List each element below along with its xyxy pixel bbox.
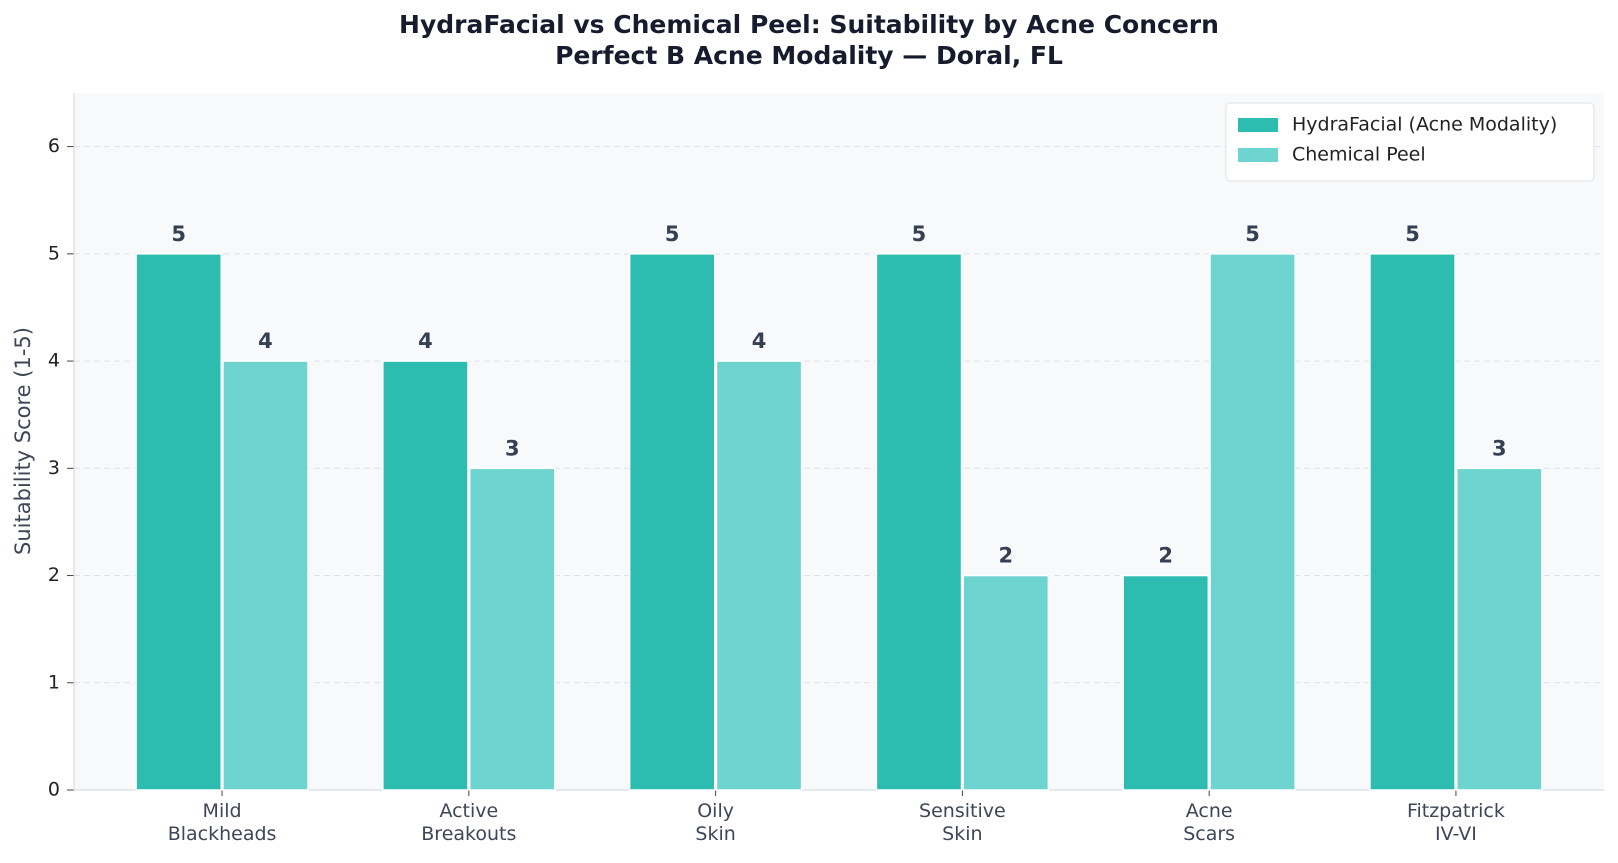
legend-label: Chemical Peel [1292, 144, 1426, 166]
bar [222, 360, 309, 791]
y-tick-label: 6 [48, 135, 60, 157]
value-label: 5 [171, 222, 186, 246]
value-label: 4 [752, 329, 767, 353]
bar [135, 253, 222, 791]
legend-swatch [1238, 148, 1278, 162]
x-tick-label: Oily Skin [695, 800, 736, 845]
x-tick-label: Sensitive Skin [919, 800, 1006, 845]
bar [715, 360, 803, 791]
value-label: 3 [505, 436, 520, 460]
value-label: 5 [1245, 222, 1260, 246]
value-label: 5 [665, 222, 680, 246]
x-tick-label: Active Breakouts [421, 800, 517, 845]
y-tick-label: 4 [48, 350, 60, 372]
value-label: 5 [912, 222, 927, 246]
bar [875, 253, 963, 791]
bar [962, 574, 1050, 791]
chart-subtitle: Perfect B Acne Modality — Doral, FL [555, 41, 1063, 70]
y-tick-label: 1 [48, 671, 60, 693]
value-label: 5 [1405, 222, 1420, 246]
y-axis-label: Suitability Score (1-5) [11, 327, 35, 555]
bar [1122, 574, 1210, 791]
legend-swatch [1238, 118, 1278, 132]
bar [1456, 467, 1543, 791]
value-label: 4 [258, 329, 273, 353]
legend-box [1225, 102, 1595, 182]
value-label: 2 [1158, 544, 1173, 568]
bar [382, 360, 469, 791]
bar [1209, 253, 1296, 791]
x-tick-label: Acne Scars [1183, 800, 1236, 845]
plot-background [74, 93, 1604, 790]
x-tick-label: Mild Blackheads [167, 800, 277, 845]
value-label: 4 [418, 329, 433, 353]
value-label: 3 [1492, 436, 1507, 460]
y-tick-label: 5 [48, 242, 60, 264]
value-label: 2 [998, 544, 1013, 568]
legend-label: HydraFacial (Acne Modality) [1292, 114, 1557, 136]
y-tick-label: 2 [48, 564, 60, 586]
bar [1369, 253, 1456, 791]
bar [628, 253, 716, 791]
y-tick-label: 0 [48, 779, 60, 801]
bar [468, 467, 556, 791]
chart-title: HydraFacial vs Chemical Peel: Suitabilit… [399, 10, 1219, 39]
x-tick-label: Fitzpatrick IV-VI [1406, 800, 1505, 845]
y-tick-label: 3 [48, 457, 60, 479]
